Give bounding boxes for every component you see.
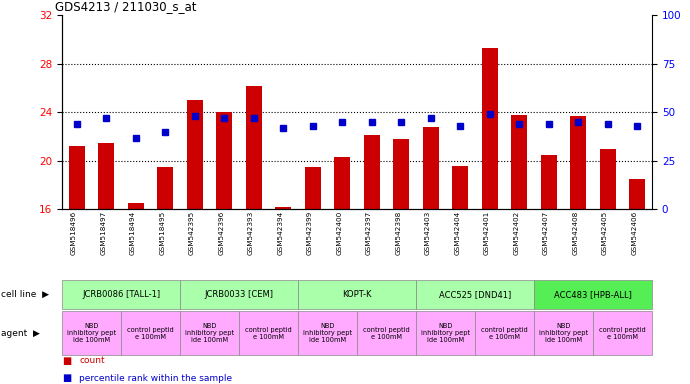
Text: GSM542398: GSM542398 [395, 211, 402, 255]
Bar [600, 149, 616, 209]
Text: ACC483 [HPB-ALL]: ACC483 [HPB-ALL] [554, 290, 632, 299]
Bar [98, 142, 115, 209]
Text: control peptid
e 100mM: control peptid e 100mM [245, 327, 292, 339]
Text: GSM542400: GSM542400 [336, 211, 342, 255]
Text: NBD
inhibitory pept
ide 100mM: NBD inhibitory pept ide 100mM [303, 323, 352, 343]
Text: GSM542395: GSM542395 [189, 211, 195, 255]
Text: GSM542393: GSM542393 [248, 211, 254, 255]
Bar [246, 86, 262, 209]
Text: GSM542397: GSM542397 [366, 211, 372, 255]
Text: GSM542406: GSM542406 [631, 211, 638, 255]
Text: GSM542402: GSM542402 [513, 211, 520, 255]
Text: JCRB0033 [CEM]: JCRB0033 [CEM] [205, 290, 274, 299]
Text: control peptid
e 100mM: control peptid e 100mM [481, 327, 528, 339]
Bar [305, 167, 321, 209]
Text: GSM542408: GSM542408 [572, 211, 578, 255]
Text: NBD
inhibitory pept
ide 100mM: NBD inhibitory pept ide 100mM [67, 323, 116, 343]
Text: KOPT-K: KOPT-K [342, 290, 372, 299]
Text: GSM542401: GSM542401 [484, 211, 490, 255]
Text: GSM542394: GSM542394 [277, 211, 284, 255]
Bar [157, 167, 173, 209]
Text: control peptid
e 100mM: control peptid e 100mM [599, 327, 646, 339]
Text: GSM518495: GSM518495 [159, 211, 166, 255]
Text: control peptid
e 100mM: control peptid e 100mM [363, 327, 410, 339]
Bar [482, 48, 498, 209]
Text: GSM518497: GSM518497 [100, 211, 106, 255]
Text: cell line  ▶: cell line ▶ [1, 290, 49, 299]
Bar [629, 179, 645, 209]
Bar [187, 100, 203, 209]
Text: ■: ■ [62, 373, 71, 383]
Text: NBD
inhibitory pept
ide 100mM: NBD inhibitory pept ide 100mM [185, 323, 234, 343]
Bar [393, 139, 409, 209]
Text: agent  ▶: agent ▶ [1, 329, 39, 338]
Text: GSM518494: GSM518494 [130, 211, 136, 255]
Bar [69, 146, 85, 209]
Text: NBD
inhibitory pept
ide 100mM: NBD inhibitory pept ide 100mM [539, 323, 588, 343]
Text: count: count [79, 356, 105, 366]
Bar [128, 203, 144, 209]
Bar [275, 207, 291, 209]
Bar [364, 135, 380, 209]
Text: ■: ■ [62, 356, 71, 366]
Text: GSM542404: GSM542404 [454, 211, 460, 255]
Text: GSM542407: GSM542407 [543, 211, 549, 255]
Text: JCRB0086 [TALL-1]: JCRB0086 [TALL-1] [82, 290, 160, 299]
Text: GDS4213 / 211030_s_at: GDS4213 / 211030_s_at [55, 0, 197, 13]
Text: GSM542403: GSM542403 [425, 211, 431, 255]
Text: percentile rank within the sample: percentile rank within the sample [79, 374, 233, 383]
Bar [216, 113, 233, 209]
Text: ACC525 [DND41]: ACC525 [DND41] [439, 290, 511, 299]
Text: GSM518496: GSM518496 [71, 211, 77, 255]
Bar [570, 116, 586, 209]
Bar [541, 155, 557, 209]
Bar [452, 166, 469, 209]
Bar [423, 127, 439, 209]
Text: control peptid
e 100mM: control peptid e 100mM [127, 327, 174, 339]
Text: GSM542405: GSM542405 [602, 211, 608, 255]
Text: GSM542396: GSM542396 [218, 211, 224, 255]
Bar [334, 157, 351, 209]
Bar [511, 115, 527, 209]
Text: NBD
inhibitory pept
ide 100mM: NBD inhibitory pept ide 100mM [421, 323, 470, 343]
Text: GSM542399: GSM542399 [307, 211, 313, 255]
